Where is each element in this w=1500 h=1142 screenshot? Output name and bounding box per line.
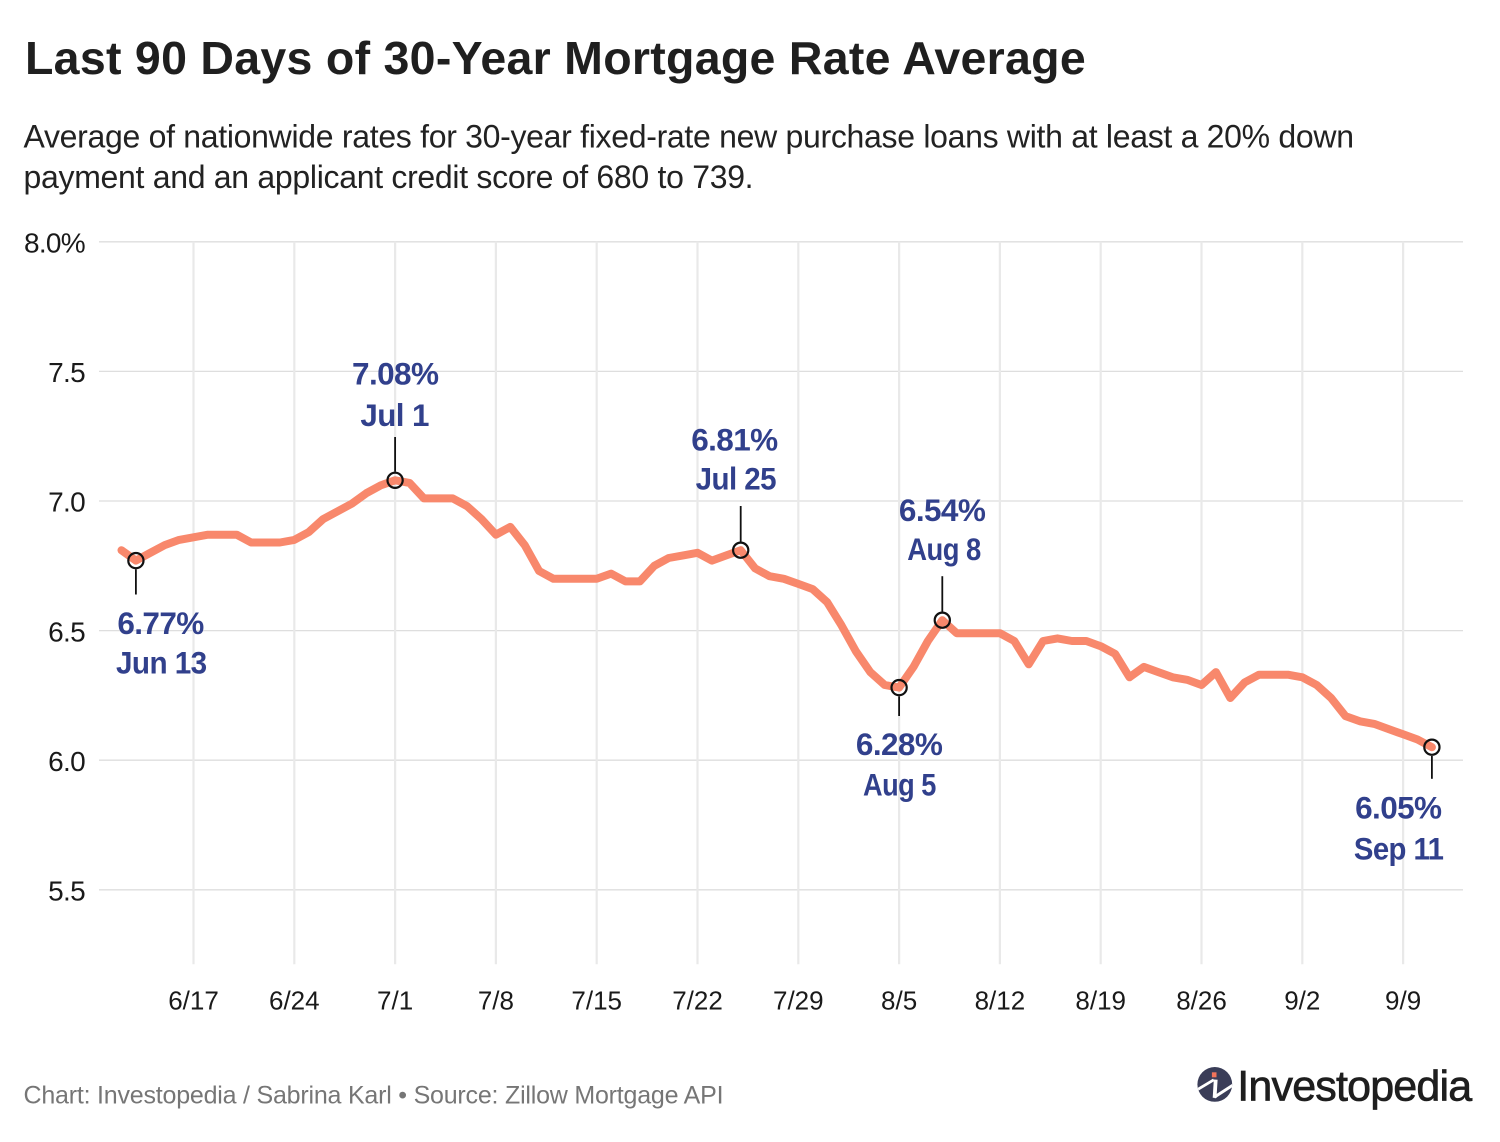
svg-text:Aug 5: Aug 5 [863, 766, 936, 802]
svg-text:7.5: 7.5 [48, 357, 85, 388]
svg-text:7.08%: 7.08% [352, 356, 439, 392]
svg-text:6.54%: 6.54% [899, 492, 986, 528]
svg-text:7/1: 7/1 [377, 986, 413, 1016]
svg-text:Jun 13: Jun 13 [116, 645, 207, 681]
svg-text:5.5: 5.5 [48, 876, 85, 907]
svg-text:Chart: Investopedia / Sabrina: Chart: Investopedia / Sabrina Karl • Sou… [24, 1081, 724, 1109]
svg-text:Average of nationwide rates fo: Average of nationwide rates for 30-year … [24, 119, 1354, 155]
svg-text:6/17: 6/17 [168, 986, 219, 1016]
svg-text:Last 90 Days of 30-Year Mortga: Last 90 Days of 30-Year Mortgage Rate Av… [25, 32, 1086, 84]
svg-text:9/2: 9/2 [1284, 986, 1320, 1016]
svg-text:6.05%: 6.05% [1355, 790, 1442, 826]
svg-text:Jul 1: Jul 1 [360, 397, 429, 433]
svg-text:6.81%: 6.81% [691, 422, 778, 458]
svg-text:7.0: 7.0 [48, 487, 85, 518]
svg-text:6.28%: 6.28% [856, 726, 943, 762]
svg-text:8.0%: 8.0% [24, 228, 85, 259]
svg-text:8/26: 8/26 [1176, 986, 1227, 1016]
svg-text:payment and an applicant credi: payment and an applicant credit score of… [24, 159, 754, 195]
svg-text:Jul 25: Jul 25 [696, 460, 776, 496]
svg-text:6.0: 6.0 [48, 746, 85, 777]
svg-text:6/24: 6/24 [269, 986, 320, 1016]
svg-text:7/15: 7/15 [571, 986, 622, 1016]
svg-text:8/5: 8/5 [881, 986, 917, 1016]
svg-text:9/9: 9/9 [1385, 986, 1421, 1016]
svg-text:6.5: 6.5 [48, 616, 85, 647]
svg-text:7/22: 7/22 [672, 986, 723, 1016]
svg-text:Investopedia: Investopedia [1237, 1062, 1472, 1110]
svg-text:Aug 8: Aug 8 [907, 531, 981, 567]
svg-text:8/19: 8/19 [1075, 986, 1126, 1016]
svg-text:6.77%: 6.77% [117, 605, 204, 641]
svg-text:7/8: 7/8 [478, 986, 514, 1016]
svg-text:8/12: 8/12 [975, 986, 1026, 1016]
svg-text:Sep 11: Sep 11 [1354, 831, 1444, 867]
svg-text:7/29: 7/29 [773, 986, 824, 1016]
